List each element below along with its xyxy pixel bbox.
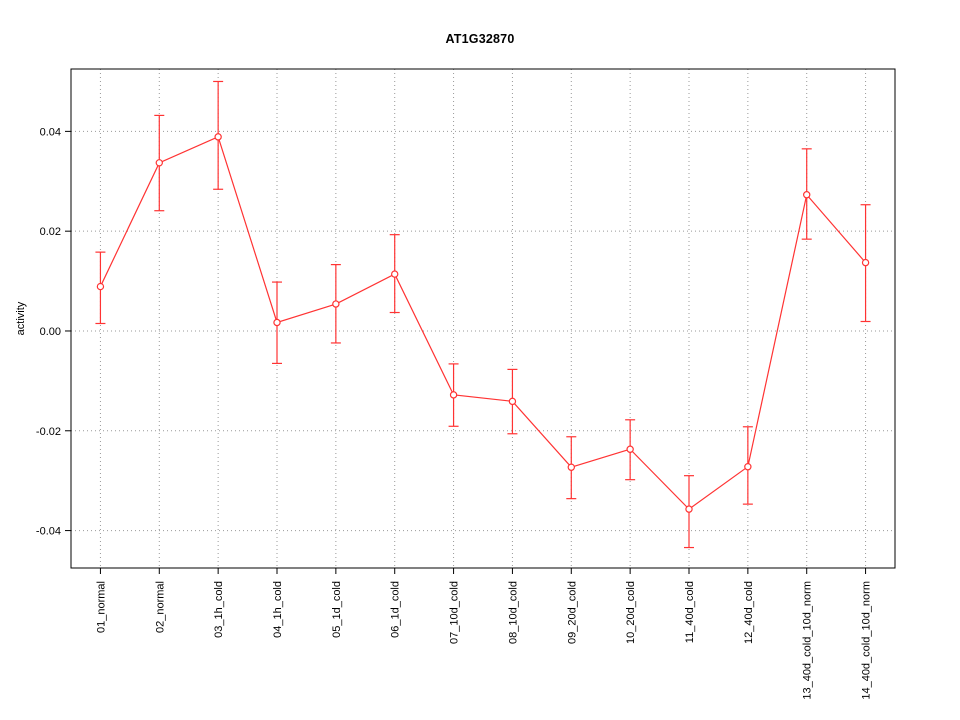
x-axis-tick-label: 08_10d_cold	[507, 581, 519, 644]
y-axis-tick-label: -0.02	[36, 426, 61, 438]
x-axis-tick-label: 01_normal	[95, 581, 107, 633]
y-axis-tick-label: 0.02	[40, 226, 61, 238]
x-axis-tick-label: 09_20d_cold	[566, 581, 578, 644]
data-point-marker	[214, 133, 222, 141]
data-series-line	[99, 136, 867, 510]
x-axis-tick-label: 04_1h_cold	[272, 581, 284, 638]
data-point-marker	[861, 258, 870, 267]
y-axis-label: activity	[15, 301, 27, 335]
page-title: AT1G32870	[445, 32, 515, 46]
data-point-marker	[96, 282, 105, 291]
x-axis-tick-label: 11_40d_cold	[684, 581, 696, 643]
x-axis-tick-label: 07_10d_cold	[449, 581, 461, 644]
data-point-marker	[449, 391, 458, 399]
data-point-marker	[626, 445, 634, 453]
data-point-marker	[155, 159, 163, 167]
data-point-marker	[744, 463, 752, 471]
data-point-marker	[803, 191, 811, 199]
data-point-marker	[332, 300, 340, 308]
data-point-marker	[273, 318, 281, 327]
x-axis-tick-label: 05_1d_cold	[331, 581, 343, 638]
x-axis-tick-label: 10_20d_cold	[625, 581, 637, 644]
y-axis-tick-label: -0.04	[36, 526, 61, 538]
y-axis-tick-label: 0.04	[40, 126, 61, 138]
data-point-marker	[685, 505, 693, 513]
x-axis-tick-label: 13_40d_cold_10d_norm	[802, 581, 814, 700]
plot-frame	[70, 68, 896, 569]
x-axis-tick-label: 12_40d_cold	[743, 581, 755, 644]
x-axis-tick-label: 14_40d_cold_10d_norm	[861, 581, 873, 700]
y-axis-tick-label: 0.00	[40, 326, 61, 338]
x-axis-tick-label: 02_normal	[154, 581, 166, 633]
x-axis-tick-label: 03_1h_cold	[213, 581, 225, 638]
data-point-marker	[391, 270, 399, 278]
data-point-marker	[508, 397, 517, 406]
data-point-marker	[567, 463, 575, 471]
x-axis-tick-label: 06_1d_cold	[390, 581, 402, 638]
